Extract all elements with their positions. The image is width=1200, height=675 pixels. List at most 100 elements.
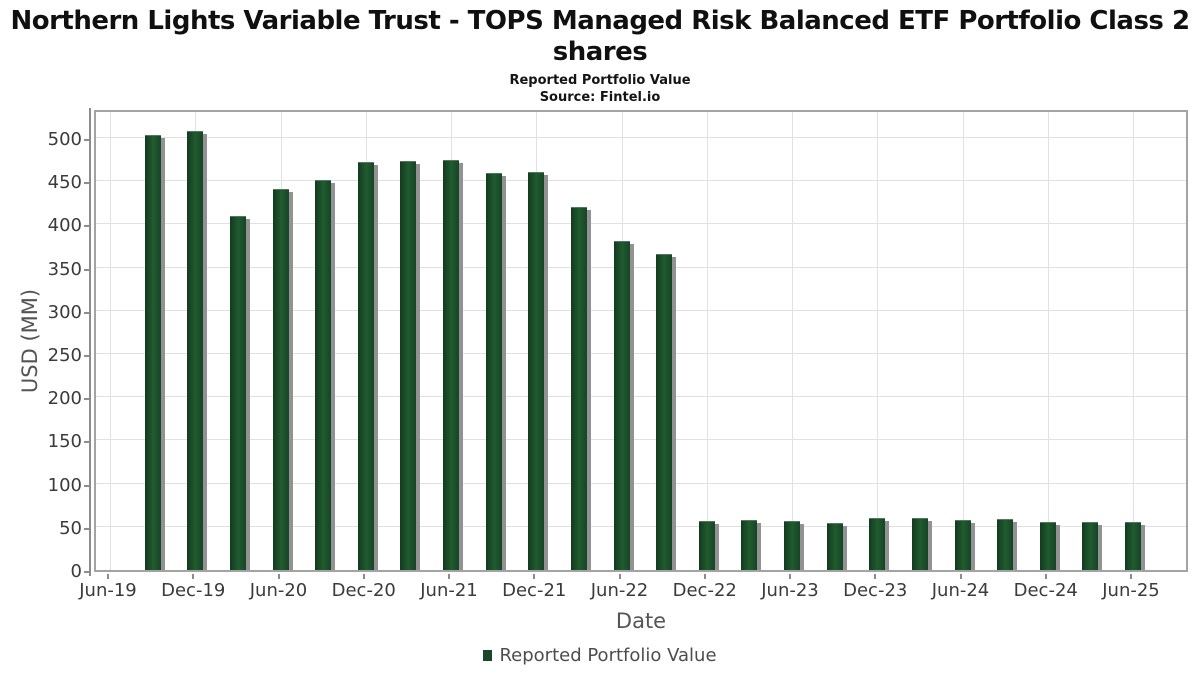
gridline-y-400	[96, 223, 1186, 225]
bar-Sep-20[interactable]	[315, 180, 332, 570]
gridline-y-50	[96, 525, 1186, 527]
x-tick-label-Jun-23: Jun-23	[761, 580, 819, 601]
gridline-x-Dec-23	[877, 112, 879, 570]
y-tick-label-450: 450	[47, 172, 82, 194]
bar-Sep-24[interactable]	[997, 519, 1014, 570]
x-tick-label-Jun-20: Jun-20	[249, 580, 308, 601]
y-tick-250	[84, 355, 90, 357]
x-axis-title: Date	[615, 609, 667, 633]
y-tick-300	[84, 311, 90, 314]
gridline-y-500	[96, 137, 1186, 138]
x-tick-Jun-24	[959, 574, 962, 579]
gridline-x-Jun-19	[110, 112, 111, 570]
x-tick-label-Jun-24: Jun-24	[931, 580, 990, 601]
y-tick-label-350: 350	[47, 258, 82, 280]
x-tick-Jun-19	[107, 574, 109, 579]
bar-Dec-22[interactable]	[698, 521, 715, 570]
y-axis-spine	[89, 108, 91, 576]
bar-Sep-22[interactable]	[656, 254, 673, 570]
gridline-x-Jun-23	[792, 112, 793, 570]
legend-label: Reported Portfolio Value	[499, 645, 717, 666]
y-tick-50	[84, 527, 90, 530]
x-tick-Dec-19	[192, 574, 195, 579]
y-tick-150	[84, 441, 90, 444]
x-tick-label-Jun-19: Jun-19	[79, 580, 137, 601]
x-tick-label-Dec-22: Dec-22	[672, 580, 737, 601]
gridline-y-300	[96, 309, 1186, 311]
y-tick-label-250: 250	[47, 345, 82, 366]
gridline-x-Jun-25	[1133, 112, 1134, 570]
bar-Mar-20[interactable]	[229, 216, 246, 570]
y-tick-label-200: 200	[47, 388, 82, 410]
x-tick-label-Dec-19: Dec-19	[161, 580, 226, 601]
plot-area	[94, 110, 1188, 572]
gridline-y-350	[96, 266, 1186, 268]
bar-Mar-25[interactable]	[1082, 522, 1099, 570]
bar-Jun-25[interactable]	[1125, 522, 1141, 570]
y-tick-label-500: 500	[47, 129, 82, 150]
bar-Dec-21[interactable]	[528, 172, 545, 570]
bar-Mar-21[interactable]	[400, 161, 417, 570]
bar-Mar-23[interactable]	[741, 520, 758, 570]
gridline-y-450	[96, 180, 1186, 182]
x-tick-Dec-20	[362, 574, 365, 579]
bar-Dec-24[interactable]	[1039, 522, 1056, 570]
x-tick-label-Jun-25: Jun-25	[1102, 580, 1160, 601]
y-tick-0	[84, 571, 90, 573]
y-tick-400	[84, 225, 90, 228]
gridline-x-Jun-24	[962, 112, 964, 570]
y-tick-350	[84, 268, 90, 271]
x-tick-Jun-22	[618, 574, 621, 579]
bar-Jun-23[interactable]	[784, 521, 800, 570]
x-tick-label-Jun-22: Jun-22	[590, 580, 649, 601]
title-block: Northern Lights Variable Trust - TOPS Ma…	[0, 0, 1200, 106]
chart-title-line-1: Northern Lights Variable Trust - TOPS Ma…	[10, 6, 1190, 36]
bar-Dec-20[interactable]	[357, 162, 374, 570]
bar-Jun-22[interactable]	[613, 241, 630, 570]
y-tick-450	[84, 182, 90, 185]
legend[interactable]: Reported Portfolio Value	[0, 645, 1200, 666]
y-tick-label-0: 0	[70, 561, 82, 582]
bar-Sep-19[interactable]	[144, 135, 161, 570]
gridline-y-200	[96, 396, 1186, 398]
y-tick-label-400: 400	[47, 215, 82, 237]
x-tick-Dec-22	[703, 574, 706, 579]
x-tick-Jun-23	[789, 574, 791, 579]
y-tick-500	[84, 139, 90, 141]
y-tick-100	[84, 484, 90, 487]
x-tick-label-Dec-20: Dec-20	[331, 580, 396, 601]
gridline-x-Dec-22	[706, 112, 708, 570]
x-tick-Dec-23	[874, 574, 877, 579]
bar-Sep-23[interactable]	[826, 523, 843, 570]
x-tick-Dec-24	[1044, 574, 1047, 579]
chart-title-line-2: shares	[552, 37, 648, 67]
bar-Jun-21[interactable]	[443, 160, 459, 570]
x-tick-Jun-21	[448, 574, 450, 579]
y-tick-label-300: 300	[47, 301, 82, 323]
y-tick-label-100: 100	[47, 474, 82, 496]
x-tick-Jun-20	[277, 574, 280, 579]
x-tick-Dec-21	[533, 574, 536, 579]
gridline-y-250	[96, 353, 1186, 354]
x-tick-label-Dec-24: Dec-24	[1013, 580, 1078, 601]
bar-Jun-24[interactable]	[954, 520, 971, 570]
gridline-x-Dec-24	[1047, 112, 1049, 570]
bar-Mar-24[interactable]	[911, 518, 928, 570]
legend-swatch-icon	[483, 650, 493, 661]
bar-Dec-23[interactable]	[869, 518, 886, 570]
chart-subtitle: Reported Portfolio Value	[509, 73, 691, 88]
y-tick-label-150: 150	[47, 431, 82, 453]
x-tick-label-Jun-21: Jun-21	[420, 580, 478, 601]
bar-Mar-22[interactable]	[570, 207, 587, 570]
chart-source: Source: Fintel.io	[539, 90, 661, 105]
bar-Dec-19[interactable]	[187, 131, 204, 570]
x-tick-Jun-25	[1130, 574, 1132, 579]
bar-Jun-20[interactable]	[272, 189, 289, 570]
y-tick-label-50: 50	[59, 517, 82, 539]
bar-Sep-21[interactable]	[485, 173, 502, 570]
gridline-y-100	[96, 482, 1186, 484]
x-tick-label-Dec-23: Dec-23	[843, 580, 908, 601]
y-tick-200	[84, 398, 90, 401]
